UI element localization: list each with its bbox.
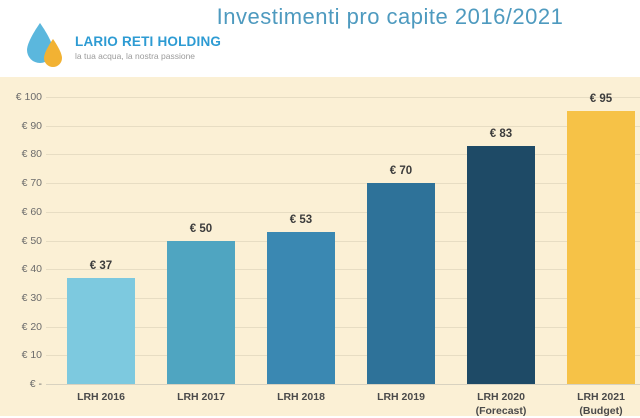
x-axis-category-label: LRH 2020 (Forecast)	[451, 391, 551, 418]
x-axis-label-line: LRH 2020	[477, 391, 525, 403]
gridline	[46, 240, 640, 242]
y-axis-tick-label: € 30	[21, 291, 42, 304]
gridline	[46, 125, 640, 127]
chart-title: Investimenti pro capite 2016/2021	[216, 4, 564, 29]
y-axis-tick-label: € 100	[15, 91, 42, 103]
x-axis-category-label: LRH 2018	[251, 391, 351, 405]
y-axis-tick-label: € 80	[21, 148, 42, 161]
header: LARIO RETI HOLDING la tua acqua, la nost…	[0, 0, 640, 77]
bar-lrh-2020	[467, 145, 535, 384]
gridline	[46, 97, 640, 98]
x-axis-label-line: (Budget)	[579, 404, 623, 417]
gridline	[46, 183, 640, 185]
bar-value-label: € 53	[289, 213, 313, 226]
bar-lrh-2021	[567, 111, 635, 384]
gridline	[46, 269, 640, 271]
company-tagline: la tua acqua, la nostra passione	[75, 50, 196, 61]
bar-value-label: € 50	[189, 222, 213, 235]
bar-chart-plot-area: € - € 10 € 20 € 30 € 40 € 50 € 60 € 70 € 80 € 90 €…	[0, 77, 640, 418]
gridline	[46, 297, 640, 299]
y-axis-tick-label: € 60	[21, 205, 42, 218]
bar-value-label: € 70	[389, 165, 413, 178]
gridline	[46, 355, 640, 357]
bar-lrh-2018	[267, 231, 335, 384]
x-axis-label-line: LRH 2019	[377, 391, 425, 403]
bar-lrh-2017	[167, 240, 235, 384]
logo-text: LARIO RETI HOLDING la tua acqua, la nost…	[75, 34, 221, 61]
y-axis-tick-label: € 20	[21, 320, 42, 333]
gridline	[46, 154, 640, 156]
bar-value-label: € 95	[589, 93, 613, 106]
gridline	[46, 326, 640, 328]
bar-value-label: € 83	[489, 127, 513, 140]
y-axis-tick-label: € 10	[21, 349, 42, 362]
x-axis-category-label: LRH 2016	[51, 391, 151, 405]
y-axis-tick-label: € 40	[21, 263, 42, 276]
x-axis-category-label: LRH 2017	[151, 391, 251, 405]
x-axis-label-line: LRH 2017	[177, 391, 225, 403]
x-axis-category-label: LRH 2019	[351, 391, 451, 405]
x-axis-label-line: LRH 2021	[577, 391, 625, 403]
y-axis-tick-label: € 70	[21, 177, 42, 190]
bar-lrh-2016	[67, 277, 135, 384]
x-axis-label-line: LRH 2018	[277, 391, 325, 403]
y-axis-tick-label: € 90	[21, 119, 42, 132]
gridline	[46, 211, 640, 213]
x-axis-label-line: LRH 2016	[77, 391, 125, 403]
company-logo: LARIO RETI HOLDING la tua acqua, la nost…	[24, 22, 221, 72]
bar-lrh-2019	[367, 183, 435, 384]
x-axis-category-label: LRH 2021 (Budget)	[551, 391, 640, 418]
x-axis-label-line: (Forecast)	[475, 404, 527, 417]
x-axis-line	[46, 384, 640, 385]
y-axis-tick-label: € -	[29, 378, 42, 390]
bar-value-label: € 37	[89, 259, 113, 272]
y-axis-tick-label: € 50	[21, 234, 42, 247]
company-name: LARIO RETI HOLDING	[75, 33, 222, 49]
water-drop-logo-icon	[27, 23, 62, 67]
